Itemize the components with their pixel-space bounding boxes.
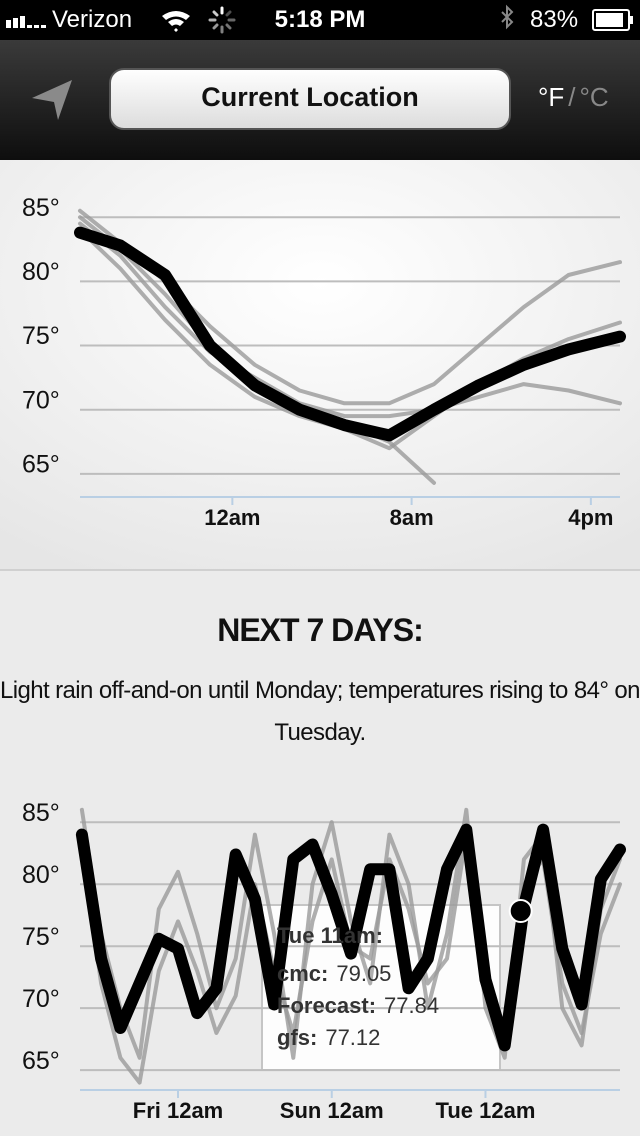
- tooltip-row: cmc: 79.05: [277, 961, 391, 986]
- location-button[interactable]: [109, 68, 511, 130]
- y-tick-label: 65°: [22, 1047, 60, 1075]
- tooltip-row: Forecast: 77.84: [277, 993, 439, 1018]
- activity-spinner: [208, 6, 236, 34]
- model-line: [79, 807, 622, 1060]
- x-tick-label: 4pm: [568, 505, 613, 530]
- tooltip-value: 79.05: [336, 961, 391, 986]
- tooltip-series-name: gfs:: [277, 1025, 317, 1050]
- signal-icon: [6, 16, 46, 28]
- x-tick-label: 8am: [390, 505, 434, 530]
- tooltip-value: 77.84: [384, 993, 439, 1018]
- bluetooth-icon: [501, 4, 514, 30]
- y-tick-label: 70°: [22, 985, 60, 1013]
- forecast-heading: NEXT 7 DAYS:: [217, 612, 424, 648]
- wifi-icon: [162, 11, 190, 32]
- tooltip-series-name: cmc:: [277, 961, 328, 986]
- y-tick-label: 75°: [22, 322, 60, 350]
- forecast-line: [75, 823, 626, 1052]
- y-tick-label: 80°: [22, 258, 60, 286]
- hover-point: [508, 898, 533, 923]
- tooltip-series-name: Forecast:: [277, 993, 376, 1018]
- battery-icon: [592, 9, 633, 31]
- unit-separator: /: [568, 82, 576, 112]
- unit-toggle[interactable]: °F / °C: [538, 82, 609, 112]
- y-tick-label: 65°: [22, 451, 60, 479]
- unit-c[interactable]: °C: [580, 82, 609, 112]
- location-arrow-icon[interactable]: [32, 80, 72, 120]
- tooltip-value: 77.12: [325, 1025, 380, 1050]
- x-tick-label: Sun 12am: [280, 1098, 384, 1123]
- clock: 5:18 PM: [274, 6, 366, 33]
- tooltip-title: Tue 11am:: [277, 923, 383, 948]
- x-tick-label: Tue 12am: [436, 1098, 536, 1123]
- y-tick-label: 80°: [22, 861, 60, 889]
- model-line: [78, 221, 622, 419]
- model-line: [78, 208, 622, 406]
- x-tick-label: 12am: [204, 505, 260, 530]
- forecast-summary: Light rain off-and-on until Monday; temp…: [0, 677, 640, 746]
- unit-f[interactable]: °F: [538, 82, 564, 112]
- tooltip-row: gfs: 77.12: [277, 1025, 380, 1050]
- battery-percent: 83%: [530, 6, 579, 33]
- x-tick-label: Fri 12am: [133, 1098, 224, 1123]
- y-tick-label: 70°: [22, 386, 60, 414]
- y-tick-label: 85°: [22, 194, 60, 222]
- forecast-line: [74, 226, 626, 442]
- status-bar: [0, 0, 640, 40]
- y-tick-label: 75°: [22, 923, 60, 951]
- y-tick-label: 85°: [22, 799, 60, 827]
- location-button-label[interactable]: Current Location: [201, 82, 419, 112]
- carrier: Verizon: [52, 6, 133, 33]
